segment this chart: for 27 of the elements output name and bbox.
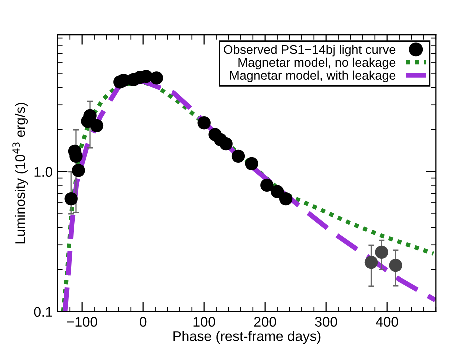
- point: [72, 164, 86, 178]
- x-axis-title: Phase (rest-frame days): [174, 331, 321, 344]
- y-axis-title: Luminosity (10$^{43}$ erg/s): [12, 103, 28, 244]
- point: [245, 157, 259, 171]
- x-tick-label: 0: [140, 317, 147, 327]
- point: [364, 256, 378, 270]
- point: [389, 259, 402, 272]
- legend-label: Magnetar model, no leakage: [238, 58, 396, 70]
- point: [220, 138, 233, 151]
- x-tick-label: 300: [315, 317, 338, 327]
- x-tick-label: −100: [67, 317, 98, 327]
- point: [375, 246, 388, 260]
- point: [90, 119, 104, 133]
- x-tick-label: 200: [254, 317, 276, 327]
- point: [270, 185, 284, 198]
- point: [232, 150, 246, 164]
- x-tick-label: 100: [194, 317, 216, 327]
- x-tick-label: 400: [376, 317, 398, 327]
- y-tick-label: 0.1: [34, 307, 52, 318]
- point: [64, 192, 78, 206]
- y-tick-label: 1.0: [34, 167, 53, 178]
- point: [150, 72, 164, 85]
- legend-label: Observed PS1−14bj light curve: [224, 45, 396, 57]
- legend-label: Magnetar model, with leakage: [230, 70, 396, 82]
- point: [279, 192, 293, 206]
- point: [260, 178, 274, 192]
- point: [198, 116, 211, 130]
